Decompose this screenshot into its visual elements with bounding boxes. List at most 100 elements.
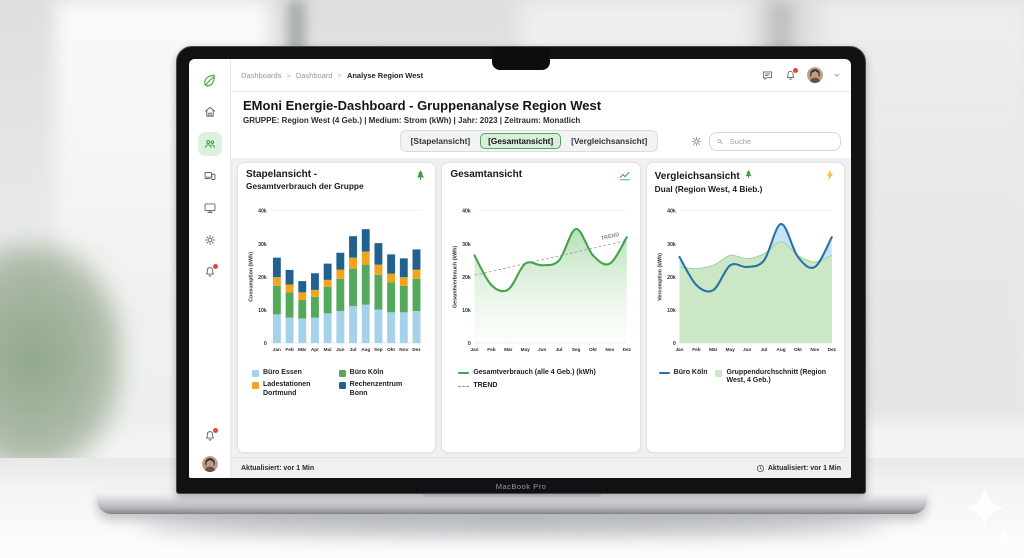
svg-text:Aug: Aug xyxy=(361,347,370,352)
app-logo-leaf-icon[interactable] xyxy=(198,68,222,92)
svg-text:0: 0 xyxy=(264,341,267,347)
svg-text:30k: 30k xyxy=(462,242,471,248)
legend-item: Gruppendurchschnitt (Region West, 4 Geb.… xyxy=(715,369,832,387)
plant-blur xyxy=(0,240,125,475)
status-right: Aktualisiert: vor 1 Min xyxy=(756,464,841,473)
breadcrumb-current: Analyse Region West xyxy=(346,70,424,80)
tab-stapelansicht[interactable]: [Stapelansicht] xyxy=(403,133,478,149)
svg-text:40k: 40k xyxy=(462,209,471,215)
sidebar-item-monitor[interactable] xyxy=(198,196,222,220)
avatar-image xyxy=(201,456,218,472)
svg-text:Dez: Dez xyxy=(623,347,632,352)
legend-swatch xyxy=(338,382,346,390)
search-input[interactable] xyxy=(727,135,834,147)
svg-text:Jun: Jun xyxy=(538,347,546,352)
devices-icon xyxy=(203,172,215,180)
svg-text:Nov: Nov xyxy=(606,347,615,352)
chart-legend: Büro Köln Gruppendurchschnitt (Region Wes… xyxy=(655,369,836,387)
breadcrumb-item[interactable]: Dashboard xyxy=(295,70,333,80)
sidebar-item-devices[interactable] xyxy=(198,164,222,188)
svg-text:Dez: Dez xyxy=(827,347,836,352)
search-icon xyxy=(717,138,723,144)
card-header: Gesamtansicht xyxy=(450,169,631,198)
svg-text:Coosumption (kWh): Coosumption (kWh) xyxy=(248,252,254,302)
laptop-bezel: Dashboards > Dashboard > Analyse Region … xyxy=(176,46,866,494)
svg-text:Gesamhverbrauch (kWh): Gesamhverbrauch (kWh) xyxy=(453,246,459,308)
svg-text:Jan: Jan xyxy=(273,347,281,352)
view-tabs: [Stapelansicht] [Gesamtansicht] [Verglei… xyxy=(399,130,659,152)
legend-item: Büro Köln xyxy=(338,369,422,378)
laptop-base xyxy=(97,491,927,514)
tab-gesamtansicht[interactable]: [Gesamtansicht] xyxy=(480,133,562,149)
svg-text:10k: 10k xyxy=(462,308,471,314)
svg-text:20k: 20k xyxy=(667,275,676,281)
energy-dashboard-app: Dashboards > Dashboard > Analyse Region … xyxy=(189,59,851,478)
card-stapelansicht: Stapelansicht - Gesamtverbrauch der Grup… xyxy=(237,162,437,453)
notification-dot xyxy=(211,263,219,270)
sidebar-user-avatar[interactable] xyxy=(201,456,218,472)
users-group-icon xyxy=(204,139,215,148)
svg-text:Aug: Aug xyxy=(776,347,785,352)
svg-text:Okt: Okt xyxy=(387,347,395,352)
card-header: Vergleichsansicht Dual (Region West, 4 B… xyxy=(655,169,836,198)
sidebar-item-groups[interactable] xyxy=(197,132,222,156)
topbar: Dashboards > Dashboard > Analyse Region … xyxy=(231,59,851,92)
svg-text:40k: 40k xyxy=(667,209,676,215)
svg-text:Nov: Nov xyxy=(810,347,819,352)
sidebar-item-notifications[interactable] xyxy=(198,260,222,284)
content-column: Dashboards > Dashboard > Analyse Region … xyxy=(231,59,851,478)
chart-legend: Büro Essen Büro Köln Ladestationen Dortmun… xyxy=(246,369,427,399)
chart-legend: Gesamtverbrauch (alle 4 Geb.) (kWh) TREND xyxy=(450,369,631,392)
legend-swatch xyxy=(338,369,346,377)
sparkle-watermark xyxy=(965,486,1015,550)
svg-text:May: May xyxy=(521,347,531,352)
camera-notch xyxy=(492,47,550,70)
card-subtitle: Gesamtverbrauch der Gruppe xyxy=(246,181,364,191)
clock-icon xyxy=(756,464,764,472)
search-box[interactable] xyxy=(709,131,841,151)
svg-text:Jul: Jul xyxy=(350,347,357,352)
legend-swatch xyxy=(458,371,470,375)
toolbar-right xyxy=(690,131,841,151)
svg-text:Feb: Feb xyxy=(692,347,700,352)
sidebar-item-home[interactable] xyxy=(198,100,222,124)
svg-text:10k: 10k xyxy=(258,308,267,314)
legend-swatch xyxy=(715,369,723,377)
svg-text:20k: 20k xyxy=(462,275,471,281)
chevron-down-icon[interactable] xyxy=(833,71,841,79)
tree-icon xyxy=(743,169,754,183)
sidebar-bottom xyxy=(198,424,222,472)
card-header: Stapelansicht - Gesamtverbrauch der Grup… xyxy=(246,169,427,198)
legend-label: Rechenzentrum Bonn xyxy=(349,381,403,398)
user-avatar[interactable] xyxy=(807,67,823,83)
svg-text:Mär: Mär xyxy=(504,347,513,352)
settings-gear-icon xyxy=(204,234,215,246)
svg-text:Jul: Jul xyxy=(556,347,563,352)
card-vergleichsansicht: Vergleichsansicht Dual (Region West, 4 B… xyxy=(645,162,845,453)
page-meta: GRUPPE: Region West (4 Geb.) | Medium: S… xyxy=(243,116,581,125)
lightning-icon xyxy=(824,169,836,183)
legend-label: Büro Köln xyxy=(673,368,708,376)
legend-label: Gesamtverbrauch (alle 4 Geb.) (kWh) xyxy=(473,368,596,376)
tab-vergleichsansicht[interactable]: [Vergleichsansicht] xyxy=(563,133,655,149)
legend-item: Gesamtverbrauch (alle 4 Geb.) (kWh) xyxy=(458,369,623,378)
card-subtitle: Dual (Region West, 4 Bieb.) xyxy=(654,184,763,194)
sidebar-item-settings[interactable] xyxy=(198,228,222,252)
svg-text:0: 0 xyxy=(468,341,471,347)
settings-gear-icon[interactable] xyxy=(690,135,703,148)
card-title: Gesamtansicht xyxy=(450,169,523,180)
breadcrumb-item[interactable]: Dashboards xyxy=(241,70,282,80)
legend-label: Büro Essen xyxy=(263,368,302,376)
svg-text:Nov: Nov xyxy=(399,347,408,352)
notifications-button[interactable] xyxy=(784,66,799,82)
notification-dot xyxy=(792,66,799,74)
svg-text:Feb: Feb xyxy=(488,347,496,352)
dual-line-chart: 0 10k 20k 30k 40k Vercomption (kWh) Jan Feb Mär M… xyxy=(657,209,836,353)
svg-text:Mär: Mär xyxy=(298,347,307,352)
sidebar-item-alerts[interactable] xyxy=(198,424,222,448)
card-title: Stapelansicht - xyxy=(246,169,318,180)
svg-text:Jun: Jun xyxy=(743,347,751,352)
topbar-icons xyxy=(761,66,841,83)
svg-text:Okt: Okt xyxy=(589,347,597,352)
comment-icon[interactable] xyxy=(761,69,774,82)
